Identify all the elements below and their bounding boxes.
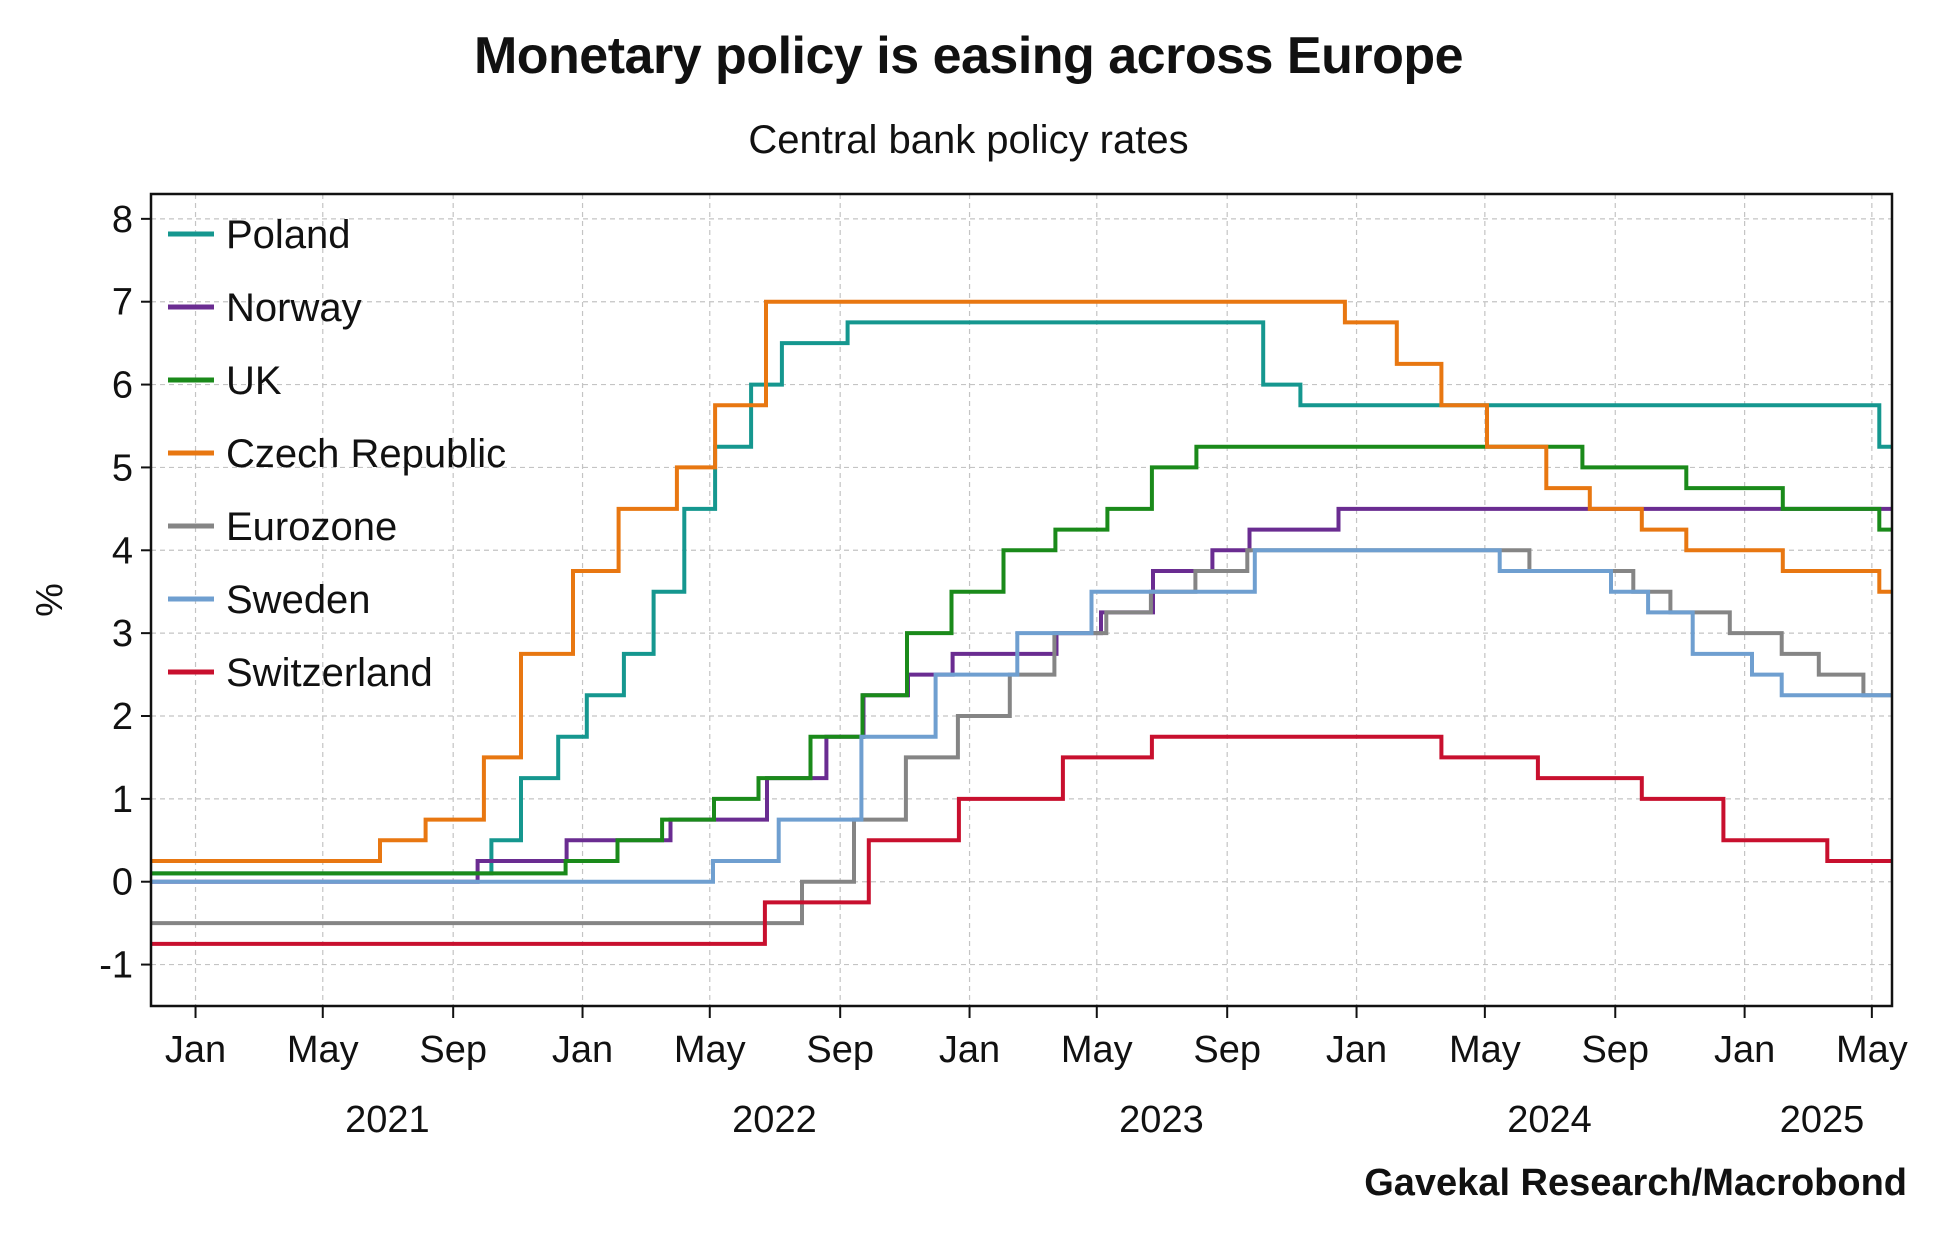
y-tick-label: 5 [112, 447, 133, 489]
series-line-czech-republic [151, 299, 1892, 863]
series-line-norway [151, 506, 1892, 884]
y-tick-label: 1 [112, 779, 133, 821]
y-tick-label: 4 [112, 530, 133, 572]
source-credit: Gavekal Research/Macrobond [1364, 1162, 1907, 1204]
x-tick-label: Sep [1581, 1029, 1649, 1071]
legend-label: Sweden [226, 578, 371, 622]
x-tick-label: Sep [419, 1029, 487, 1071]
x-tick-label: Jan [1326, 1029, 1387, 1071]
series-lines [151, 299, 1892, 946]
x-tick-label: May [1836, 1029, 1908, 1071]
chart-subtitle: Central bank policy rates [748, 118, 1189, 162]
legend-label: UK [226, 359, 282, 403]
axes: -1 0 1 2 3 4 5 6 7 8 Jan May Sep Jan May Sep Jan May Sep Ja… [99, 199, 1908, 1141]
series-line-sweden [151, 548, 1892, 884]
y-tick-label: 2 [112, 696, 133, 738]
x-tick-label: Jan [1714, 1029, 1775, 1071]
chart-title: Monetary policy is easing across Europe [473, 27, 1464, 85]
x-year-label: 2023 [1119, 1099, 1204, 1141]
legend-label: Norway [226, 286, 362, 330]
legend-label: Czech Republic [226, 432, 506, 476]
plot-frame [149, 192, 1894, 1008]
legend-label: Switzerland [226, 651, 433, 695]
x-tick-label: May [1449, 1029, 1521, 1071]
x-tick-label: May [1061, 1029, 1133, 1071]
legend-label: Poland [226, 213, 351, 257]
x-year-label: 2024 [1507, 1099, 1592, 1141]
y-tick-label: 7 [112, 282, 133, 324]
y-tick-label: 6 [112, 365, 133, 407]
x-tick-label: May [287, 1029, 359, 1071]
x-tick-label: Sep [806, 1029, 874, 1071]
x-tick-label: May [674, 1029, 746, 1071]
series-line-eurozone [151, 548, 1892, 926]
series-line-switzerland [151, 734, 1892, 946]
x-year-label: 2025 [1780, 1099, 1865, 1141]
x-tick-label: Sep [1193, 1029, 1261, 1071]
x-tick-label: Jan [939, 1029, 1000, 1071]
x-tick-label: Jan [165, 1029, 226, 1071]
series-line-uk [151, 444, 1892, 876]
x-tick-label: Jan [552, 1029, 613, 1071]
y-tick-label: -1 [99, 945, 133, 987]
x-year-label: 2021 [345, 1099, 430, 1141]
y-tick-label: 3 [112, 613, 133, 655]
grid [151, 194, 1892, 1006]
legend-label: Eurozone [226, 505, 397, 549]
series-line-poland [151, 320, 1892, 876]
y-axis-label: % [29, 583, 71, 617]
y-tick-label: 8 [112, 199, 133, 241]
y-tick-label: 0 [112, 862, 133, 904]
x-year-label: 2022 [732, 1099, 817, 1141]
legend: Poland Norway UK Czech Republic Eurozone Swed… [168, 213, 506, 695]
